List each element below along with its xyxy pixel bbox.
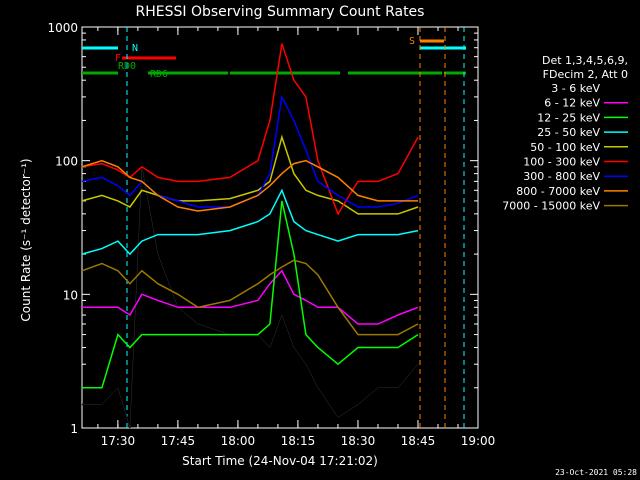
- series-line: [81, 188, 419, 256]
- legend-entry: 7000 - 15000 keV: [502, 200, 600, 213]
- flag-label-f: F: [115, 53, 121, 64]
- legend-entry: 6 - 12 keV: [544, 97, 600, 110]
- x-tick-label: 18:45: [401, 434, 436, 448]
- legend-entry: 12 - 25 keV: [537, 111, 600, 124]
- legend: Det 1,3,4,5,6,9, FDecim 2, Att 0 3 - 6 k…: [502, 54, 628, 213]
- flag-label-n: N: [132, 43, 138, 54]
- x-tick-label: 17:45: [161, 434, 196, 448]
- chart-title: RHESSI Observing Summary Count Rates: [136, 4, 425, 20]
- legend-header-1: Det 1,3,4,5,6,9,: [542, 54, 628, 67]
- series-line-outline: [81, 166, 419, 429]
- legend-entry: 3 - 6 keV: [551, 82, 600, 95]
- legend-entry: 800 - 7000 keV: [516, 185, 600, 198]
- series-line: [81, 259, 419, 336]
- x-tick-label: 18:00: [221, 434, 256, 448]
- x-axis-label: Start Time (24-Nov-04 17:21:02): [182, 454, 378, 468]
- y-tick-label: 1000: [47, 21, 78, 35]
- legend-entry: 100 - 300 keV: [523, 156, 600, 169]
- series-line: [81, 43, 419, 216]
- x-tick-label: 17:30: [101, 434, 136, 448]
- flag-label-rd6: RD6: [150, 69, 168, 80]
- series-line: [81, 166, 419, 429]
- y-axis: 1 10 100 1000: [47, 21, 478, 436]
- plot-frame: [81, 26, 479, 429]
- series-line: [81, 200, 419, 389]
- series-line: [81, 94, 419, 208]
- y-tick-label: 10: [63, 288, 78, 302]
- x-tick-label: 18:15: [281, 434, 316, 448]
- x-axis: 17:30 17:45 18:00 18:15 18:30 18:45 19:00: [97, 27, 496, 448]
- series-lines: [81, 43, 419, 429]
- x-tick-label: 18:30: [341, 434, 376, 448]
- legend-entry: 300 - 800 keV: [523, 170, 600, 183]
- y-tick-label: 1: [70, 422, 78, 436]
- legend-header-2: FDecim 2, Att 0: [543, 68, 628, 81]
- flag-label-s: S: [409, 36, 415, 47]
- legend-entry: 50 - 100 keV: [530, 141, 600, 154]
- timestamp: 23-Oct-2021 05:28: [555, 468, 637, 477]
- y-axis-label: Count Rate (s⁻¹ detector⁻¹): [19, 158, 33, 321]
- series-line: [81, 269, 419, 325]
- legend-entry: 25 - 50 keV: [537, 126, 600, 139]
- x-tick-label: 19:00: [461, 434, 496, 448]
- y-tick-label: 100: [55, 155, 78, 169]
- series-line: [81, 159, 418, 212]
